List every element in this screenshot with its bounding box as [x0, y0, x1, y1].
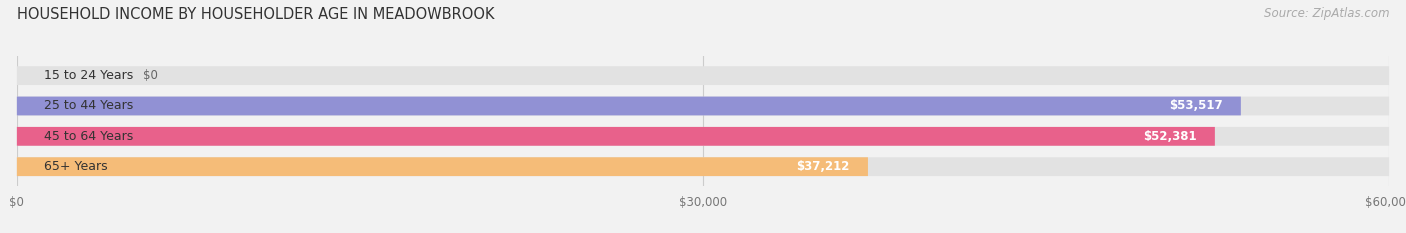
- Text: $52,381: $52,381: [1143, 130, 1197, 143]
- Text: 65+ Years: 65+ Years: [45, 160, 108, 173]
- FancyBboxPatch shape: [17, 127, 1215, 146]
- FancyBboxPatch shape: [17, 157, 1389, 176]
- FancyBboxPatch shape: [17, 127, 1389, 146]
- Text: Source: ZipAtlas.com: Source: ZipAtlas.com: [1264, 7, 1389, 20]
- Text: 25 to 44 Years: 25 to 44 Years: [45, 99, 134, 113]
- FancyBboxPatch shape: [17, 66, 1389, 85]
- FancyBboxPatch shape: [17, 97, 1389, 115]
- Text: $0: $0: [142, 69, 157, 82]
- Text: $37,212: $37,212: [796, 160, 849, 173]
- Text: 45 to 64 Years: 45 to 64 Years: [45, 130, 134, 143]
- Text: $53,517: $53,517: [1168, 99, 1223, 113]
- Text: HOUSEHOLD INCOME BY HOUSEHOLDER AGE IN MEADOWBROOK: HOUSEHOLD INCOME BY HOUSEHOLDER AGE IN M…: [17, 7, 495, 22]
- FancyBboxPatch shape: [17, 97, 1241, 115]
- FancyBboxPatch shape: [17, 157, 868, 176]
- Text: 15 to 24 Years: 15 to 24 Years: [45, 69, 134, 82]
